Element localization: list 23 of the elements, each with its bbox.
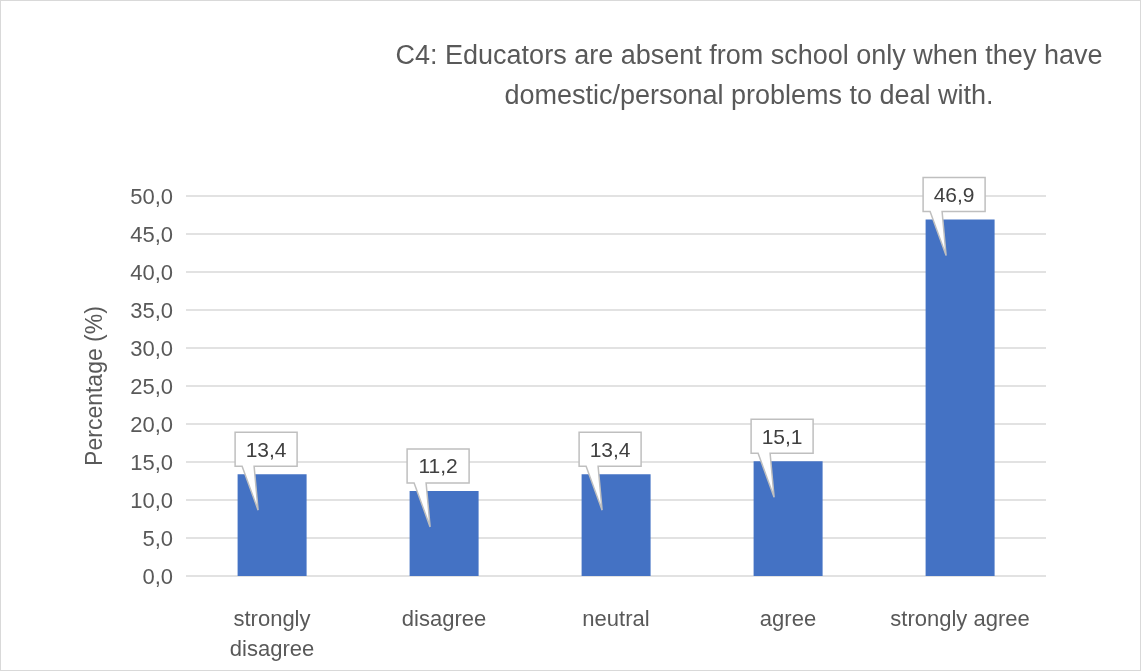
y-tick-label: 30,0 — [130, 335, 173, 361]
y-tick-label: 20,0 — [130, 411, 173, 437]
x-tick-label: strongly disagree — [229, 605, 315, 661]
y-tick-label: 0,0 — [142, 563, 173, 589]
y-tick-label: 40,0 — [130, 259, 173, 285]
x-tick-label: disagree — [401, 605, 487, 631]
y-tick-label: 35,0 — [130, 297, 173, 323]
y-tick-label: 5,0 — [142, 525, 173, 551]
y-axis-title: Percentage (%) — [81, 306, 107, 466]
x-tick-label: strongly agree — [890, 605, 1030, 631]
x-tick-label: neutral — [582, 605, 650, 631]
y-tick-label: 45,0 — [130, 221, 173, 247]
y-tick-label: 15,0 — [130, 449, 173, 475]
y-tick-label: 50,0 — [130, 183, 173, 209]
data-label: 13,4 — [589, 437, 631, 461]
y-tick-label: 10,0 — [130, 487, 173, 513]
data-label: 11,2 — [418, 454, 458, 478]
chart-title: C4: Educators are absent from school only when they have domestic/personal problems to deal with. — [394, 39, 1104, 112]
data-label: 46,9 — [933, 183, 975, 207]
data-label: 15,1 — [761, 424, 803, 448]
data-label: 13,4 — [245, 437, 287, 461]
y-tick-label: 25,0 — [130, 373, 173, 399]
x-tick-label: agree — [759, 605, 817, 631]
